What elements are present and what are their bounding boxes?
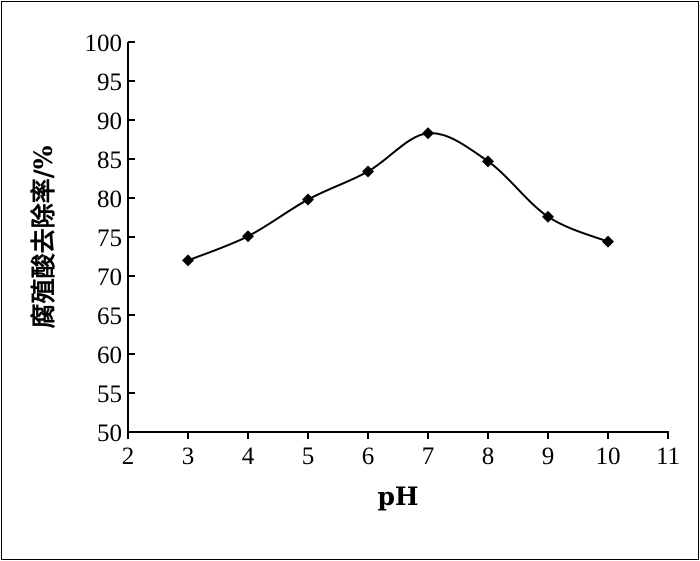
x-axis-title: pH bbox=[377, 482, 418, 511]
y-axis-title: 腐殖酸去除率/% bbox=[29, 145, 58, 328]
x-tick-label: 7 bbox=[422, 443, 435, 470]
y-tick-label: 80 bbox=[97, 186, 122, 213]
axes bbox=[127, 42, 669, 433]
y-tick-label: 95 bbox=[97, 69, 122, 96]
x-ticks: 2 3 4 5 6 7 8 9 10 11 bbox=[122, 432, 680, 470]
x-tick-label: 5 bbox=[302, 443, 315, 470]
x-tick-label: 3 bbox=[182, 443, 195, 470]
x-tick-label: 11 bbox=[656, 443, 680, 470]
data-point bbox=[242, 230, 254, 243]
series-line bbox=[187, 132, 609, 262]
y-tick-label: 75 bbox=[97, 225, 122, 252]
y-tick-label: 55 bbox=[97, 381, 122, 408]
y-tick-label: 100 bbox=[85, 30, 123, 57]
data-point bbox=[482, 155, 494, 168]
data-point bbox=[542, 210, 554, 223]
y-tick-label: 90 bbox=[97, 108, 122, 135]
y-tick-label: 70 bbox=[97, 264, 122, 291]
data-point bbox=[362, 165, 374, 178]
data-point bbox=[302, 193, 314, 206]
x-tick-label: 4 bbox=[242, 443, 255, 470]
x-tick-label: 2 bbox=[122, 443, 135, 470]
x-tick-label: 9 bbox=[542, 443, 555, 470]
y-tick-label: 85 bbox=[97, 147, 122, 174]
data-point bbox=[182, 254, 194, 267]
y-tick-label: 60 bbox=[97, 342, 122, 369]
x-tick-label: 10 bbox=[596, 443, 621, 470]
series bbox=[182, 127, 614, 267]
y-tick-label: 50 bbox=[97, 420, 122, 447]
data-point bbox=[422, 127, 434, 140]
y-tick-label: 65 bbox=[97, 303, 122, 330]
x-tick-label: 8 bbox=[482, 443, 495, 470]
y-ticks: 50 55 60 65 70 75 80 85 90 95 100 bbox=[85, 30, 135, 447]
data-point bbox=[602, 235, 614, 248]
x-tick-label: 6 bbox=[362, 443, 375, 470]
